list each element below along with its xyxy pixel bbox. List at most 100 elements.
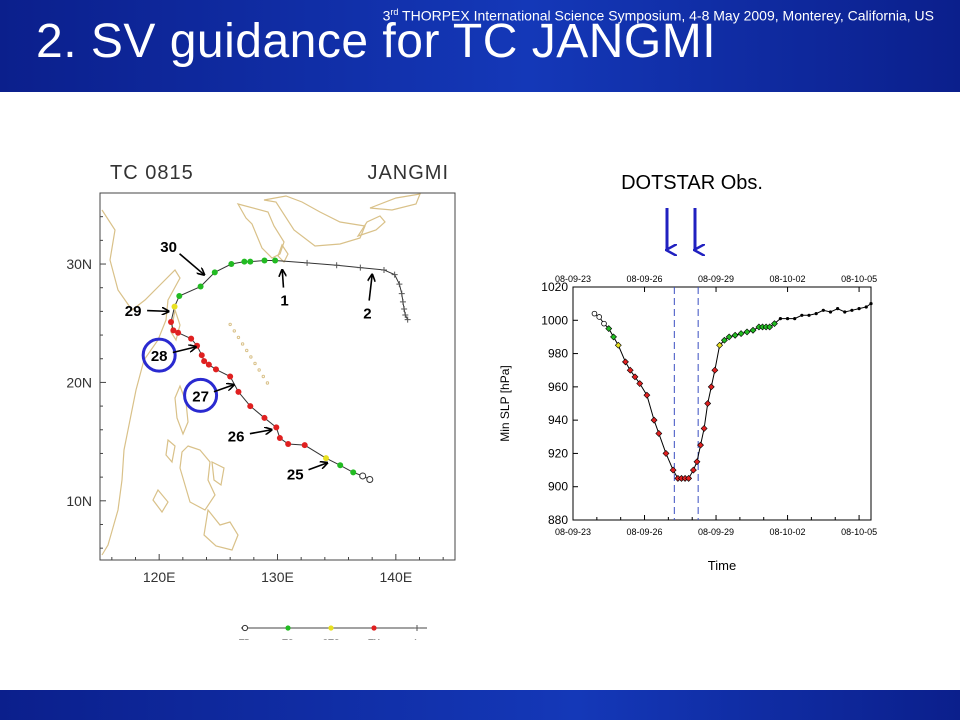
track-point	[197, 283, 204, 290]
track-point	[391, 271, 398, 278]
slp-point	[591, 310, 598, 317]
y-tick-label: 1020	[541, 280, 568, 294]
coastline-7	[152, 488, 169, 514]
circle-highlight	[183, 377, 219, 413]
track-point	[396, 281, 403, 288]
legend-label-L: L	[414, 638, 420, 640]
slp-point	[643, 391, 651, 399]
legend-marker-TY	[371, 625, 377, 631]
legend-label-TD: TD	[239, 638, 251, 640]
slp-timeseries-chart: DOTSTAR Obs. 08-09-23 08-09-23 08-09-26 08-…	[498, 172, 877, 573]
x-tick-label: 08-10-02	[770, 527, 806, 537]
lat-tick-label: 10N	[66, 493, 92, 509]
slp-point	[731, 331, 739, 339]
track-map-chart: TC 0815 JANGMI 120E 130E 140E 10N 20N 30N 25 26 27…	[66, 162, 456, 640]
coastline-8	[236, 203, 285, 259]
slp-point	[778, 317, 783, 321]
track-point	[247, 258, 254, 265]
annotation-arrow	[369, 275, 372, 301]
lat-tick-label: 30N	[66, 256, 92, 272]
coastline-4	[179, 445, 216, 511]
annotation-label: 1	[280, 292, 288, 309]
annotation-arrow	[213, 385, 234, 393]
track-point	[401, 306, 408, 313]
island-8	[261, 374, 266, 379]
legend-marker-TS	[285, 625, 291, 631]
slp-point	[650, 416, 658, 424]
slp-point	[605, 325, 613, 333]
track-point	[211, 269, 218, 276]
legend-marker-TD	[241, 624, 249, 632]
lon-tick-label: 130E	[261, 569, 294, 585]
annotation-arrow	[147, 311, 169, 312]
slp-point	[720, 336, 728, 344]
annotation-label: 27	[192, 388, 209, 405]
track-point	[398, 290, 405, 297]
slp-point	[693, 458, 701, 466]
track-point	[205, 361, 212, 368]
y-axis-label: Min SLP [hPa]	[498, 365, 512, 442]
island-2	[236, 335, 241, 340]
lat-tick-label: 20N	[66, 374, 92, 390]
coastline-10	[263, 195, 366, 247]
map-subtitle: JANGMI	[367, 162, 449, 184]
x-tick-label-top: 08-09-23	[555, 274, 591, 284]
track-point	[272, 257, 279, 264]
track-point	[198, 352, 205, 359]
legend-label-TY: TY	[368, 638, 380, 640]
track-point	[168, 319, 174, 326]
annotation-arrow	[308, 463, 328, 471]
y-tick-label: 920	[548, 446, 568, 460]
slp-point	[631, 373, 639, 381]
slp-point	[771, 320, 778, 328]
annotation-label: 26	[228, 429, 245, 446]
slp-point	[700, 425, 708, 432]
y-tick-label: 880	[548, 513, 568, 527]
island-7	[257, 368, 261, 372]
track-point	[304, 259, 311, 266]
slp-point	[821, 308, 825, 312]
track-point	[171, 303, 178, 310]
slide-title: 2. SV guidance for TC JANGMI	[36, 15, 717, 68]
track-point	[337, 462, 344, 469]
island-9	[265, 381, 270, 385]
coastline-3	[165, 438, 176, 464]
track-point	[402, 311, 409, 318]
track-point	[247, 403, 254, 410]
annotation-label: 28	[151, 348, 168, 365]
track-point	[273, 424, 280, 431]
track-point	[333, 262, 340, 269]
y-tick-label: 900	[548, 480, 568, 494]
slp-point	[669, 466, 677, 474]
slp-point	[614, 341, 622, 349]
track-point	[235, 388, 242, 395]
x-tick-label-top: 08-09-26	[627, 274, 663, 284]
slp-point	[636, 380, 644, 387]
slp-point	[749, 326, 757, 334]
annotation-label: 2	[363, 305, 371, 322]
track-point	[170, 327, 177, 334]
slp-point	[800, 313, 804, 317]
annotation-arrow	[172, 347, 196, 354]
track-point	[241, 258, 248, 265]
legend-marker-STS	[328, 625, 334, 631]
slp-point	[626, 366, 634, 374]
x-tick-label: 08-10-05	[841, 527, 877, 537]
slp-point	[610, 333, 617, 341]
map-title: TC 0815	[110, 162, 194, 184]
y-tick-label: 960	[548, 380, 568, 394]
island-0	[228, 322, 232, 327]
coastline-5	[211, 460, 225, 487]
slp-point	[807, 313, 811, 317]
slp-point	[828, 310, 833, 314]
slp-point	[689, 466, 697, 474]
slp-point	[622, 358, 629, 366]
island-4	[245, 348, 249, 353]
annotation-arrow	[249, 430, 272, 434]
x-tick-label: 08-09-23	[555, 527, 591, 537]
track-point	[261, 414, 268, 421]
track-point	[175, 329, 182, 336]
track-point	[285, 440, 292, 447]
circle-highlight	[141, 337, 177, 373]
slp-point	[704, 400, 712, 407]
